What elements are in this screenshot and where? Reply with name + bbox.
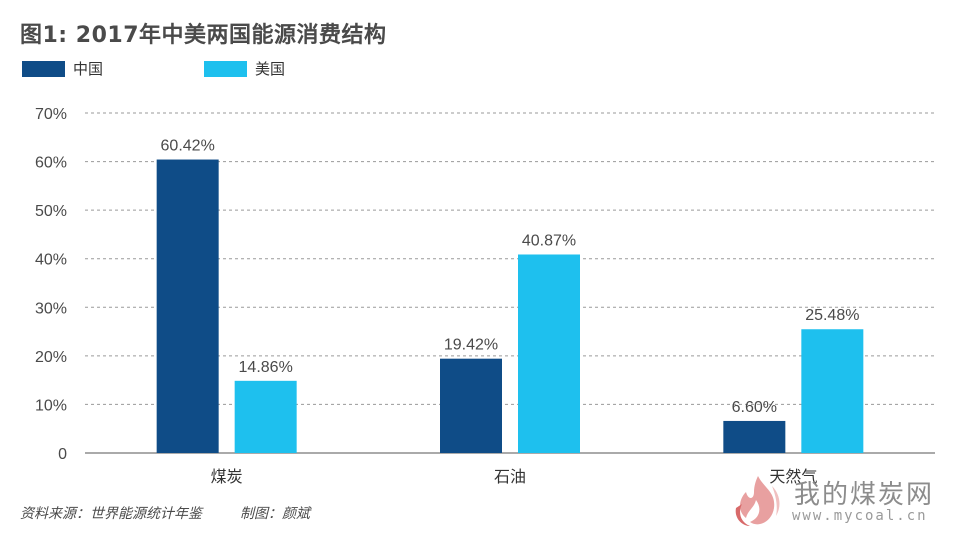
bar <box>518 254 580 453</box>
legend-item-usa: 美国 <box>204 58 285 79</box>
bar <box>156 159 219 453</box>
flame-icon <box>735 476 780 526</box>
x-tick-label: 天然气 <box>769 468 817 486</box>
y-tick-label: 60% <box>35 155 67 172</box>
watermark: 我的煤炭网 www.mycoal.cn <box>728 472 960 530</box>
data-label: 6.60% <box>732 399 777 416</box>
legend-swatch-usa <box>204 60 247 77</box>
source-text: 资料来源：世界能源统计年鉴 <box>20 506 202 522</box>
x-tick-label: 煤炭 <box>211 468 243 486</box>
author-text: 制图：颜斌 <box>240 506 310 522</box>
data-label: 40.87% <box>522 232 576 249</box>
source-note: 资料来源：世界能源统计年鉴 制图：颜斌 <box>20 503 348 523</box>
chart-title: 图1: 2017年中美两国能源消费结构 <box>20 23 387 48</box>
y-tick-label: 50% <box>35 203 67 220</box>
y-tick-label: 30% <box>35 300 67 317</box>
watermark-name: 我的煤炭网 <box>794 480 935 510</box>
y-tick-label: 40% <box>35 252 67 269</box>
data-label: 19.42% <box>444 337 498 354</box>
data-label: 60.42% <box>161 138 215 155</box>
y-tick-label: 0 <box>58 446 67 463</box>
data-label: 25.48% <box>805 307 859 324</box>
legend-swatch-china <box>22 60 65 77</box>
legend-label-china: 中国 <box>73 60 104 78</box>
watermark-url: www.mycoal.cn <box>792 508 928 524</box>
bar-chart: 0 10% 20% 30% 40% 50% 60% 70% 60.42% 14.86% 煤炭 19.4… <box>35 106 935 486</box>
y-tick-label: 10% <box>35 397 67 414</box>
bar <box>234 380 297 453</box>
legend-label-usa: 美国 <box>255 60 286 78</box>
bar <box>440 358 502 453</box>
x-tick-label: 石油 <box>494 468 526 486</box>
y-tick-label: 70% <box>35 106 67 123</box>
y-tick-label: 20% <box>35 349 67 366</box>
bar <box>723 420 786 453</box>
bar <box>801 329 864 453</box>
data-label: 14.86% <box>239 359 293 376</box>
legend-item-china: 中国 <box>22 58 103 79</box>
